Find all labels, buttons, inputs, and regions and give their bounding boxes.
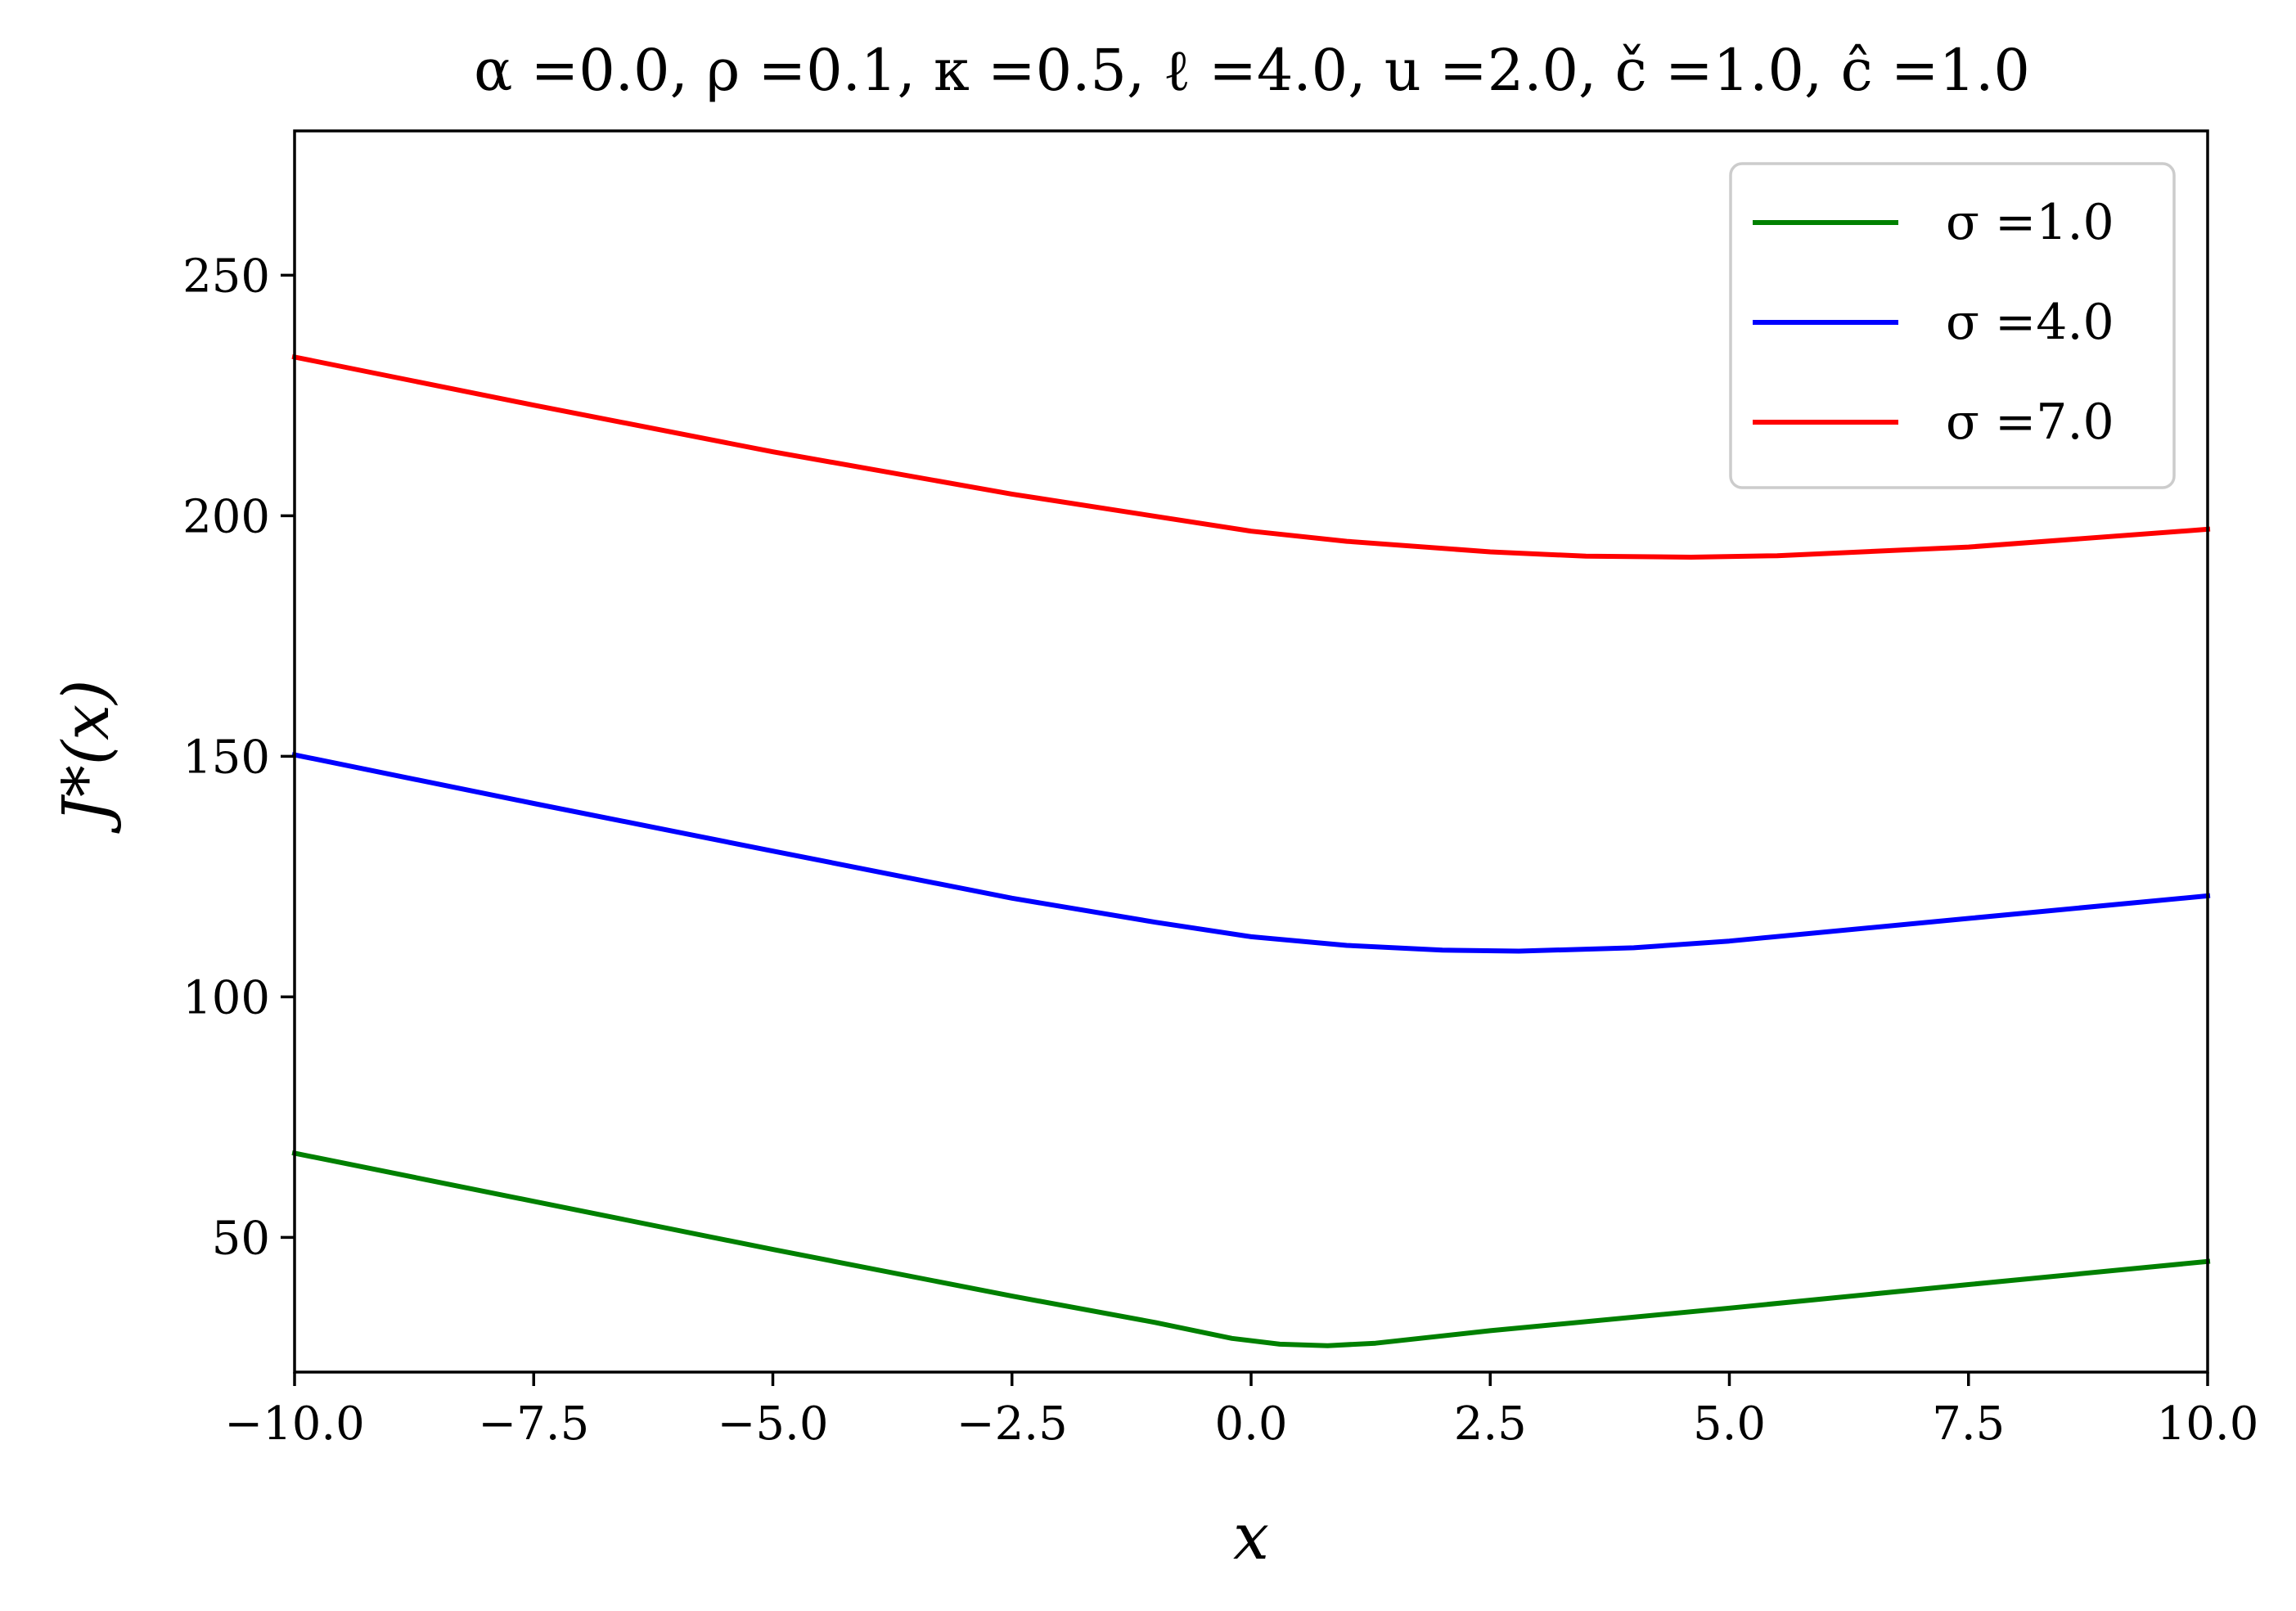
x-tick-label: 10.0: [2157, 1397, 2259, 1451]
y-tick-label: 50: [212, 1212, 270, 1265]
legend-label-1: σ =1.0: [1946, 194, 2114, 251]
series-line-3: [291, 353, 2211, 560]
x-tick-label: −2.5: [957, 1397, 1068, 1451]
x-tick-label: −5.0: [718, 1397, 829, 1451]
series-line-2: [291, 752, 2211, 954]
legend-box: [1729, 162, 2176, 489]
x-tick-label: 5.0: [1693, 1397, 1766, 1451]
x-tick-label: −7.5: [478, 1397, 589, 1451]
y-tick-label: 200: [182, 490, 270, 543]
y-tick-label: 150: [182, 731, 270, 784]
x-tick-label: 0.0: [1214, 1397, 1287, 1451]
y-axis: 50 100 150 200 250: [182, 250, 295, 1265]
y-tick-label: 100: [182, 971, 270, 1024]
legend-label-2: σ =4.0: [1946, 294, 2114, 351]
x-tick-label: −10.0: [224, 1397, 365, 1451]
y-axis-label: J*(x): [50, 679, 124, 834]
y-tick-label: 250: [182, 250, 270, 303]
legend-label-3: σ =7.0: [1946, 394, 2114, 451]
legend: σ =1.0 σ =4.0 σ =7.0: [1729, 162, 2176, 489]
x-axis: −10.0 −7.5 −5.0 −2.5 0.0 2.5 5.0 7.5 10.0: [224, 1372, 2258, 1451]
x-axis-label: x: [1233, 1501, 1269, 1574]
chart-title: α =0.0, ρ =0.1, κ =0.5, ℓ =4.0, u =2.0, …: [474, 37, 2030, 104]
x-tick-label: 7.5: [1932, 1397, 2005, 1451]
series-line-1: [291, 1150, 2211, 1348]
series-layer: [291, 353, 2211, 1348]
x-tick-label: 2.5: [1454, 1397, 1527, 1451]
